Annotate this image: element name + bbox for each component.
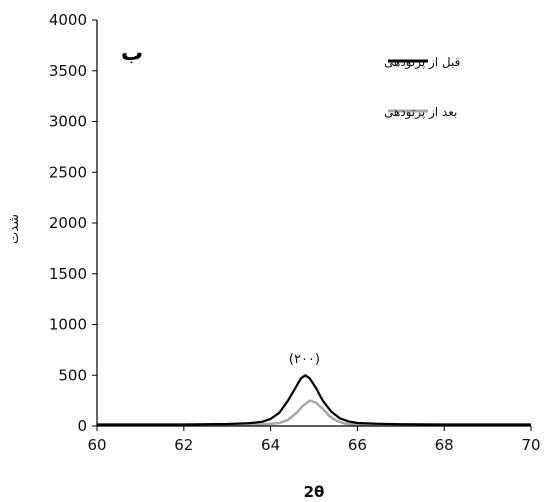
x-tick-label: 68 xyxy=(435,436,454,454)
legend: قبل از پرتودهی بعد از پرتودهی xyxy=(384,55,460,120)
y-tick-label: 1000 xyxy=(49,316,87,334)
y-tick-label: 500 xyxy=(58,366,87,384)
legend-label-before: قبل از پرتودهی xyxy=(384,55,460,70)
x-tick-label: 60 xyxy=(87,436,106,454)
y-tick-label: 3000 xyxy=(49,113,87,131)
x-tick-label: 70 xyxy=(521,436,540,454)
series-line-after xyxy=(97,401,531,426)
y-tick-label: 2000 xyxy=(49,214,87,232)
y-tick-label: 0 xyxy=(77,417,87,435)
legend-label-after: بعد از پرتودهی xyxy=(384,105,457,120)
x-tick-label: 64 xyxy=(261,436,280,454)
x-tick-label: 66 xyxy=(348,436,367,454)
y-tick-label: 4000 xyxy=(49,11,87,29)
y-tick-label: 1500 xyxy=(49,265,87,283)
peak-annotation: (۲۰۰) xyxy=(289,352,320,367)
y-tick-label: 3500 xyxy=(49,62,87,80)
panel-label: ب xyxy=(121,41,143,66)
x-tick-label: 62 xyxy=(174,436,193,454)
y-axis-title: شدت xyxy=(7,214,22,244)
x-axis-title: 2θ xyxy=(304,483,325,501)
series-line-before xyxy=(97,375,531,424)
y-tick-label: 2500 xyxy=(49,163,87,181)
